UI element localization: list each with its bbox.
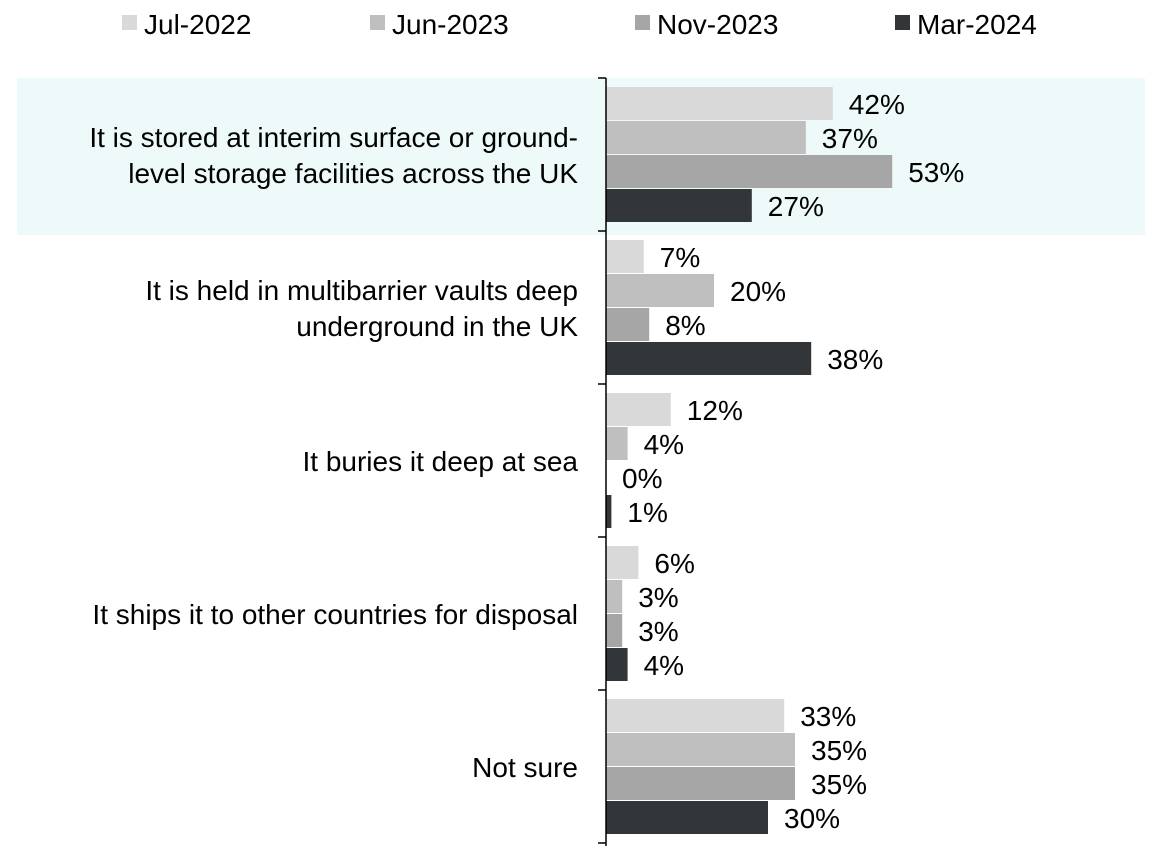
data-label: 6% (654, 548, 694, 579)
legend-label-0: Jul-2022 (144, 9, 251, 40)
category-label: It is stored at interim surface or groun… (89, 122, 578, 153)
legend-label-2: Nov-2023 (657, 9, 778, 40)
legend-swatch-2 (635, 15, 650, 30)
data-label: 12% (687, 395, 743, 426)
category-label: underground in the UK (296, 311, 578, 342)
data-label: 3% (638, 582, 678, 613)
bar (606, 121, 806, 154)
data-label: 27% (768, 191, 824, 222)
bar (606, 614, 622, 647)
category-label: level storage facilities across the UK (128, 158, 578, 189)
category-label: It buries it deep at sea (302, 446, 578, 477)
legend-label-3: Mar-2024 (917, 9, 1037, 40)
data-label: 4% (644, 650, 684, 681)
bar (606, 240, 644, 273)
bar (606, 546, 638, 579)
data-label: 3% (638, 616, 678, 647)
bar (606, 427, 628, 460)
bar (606, 189, 752, 222)
bar (606, 155, 892, 188)
bar (606, 495, 611, 528)
highlight-band (17, 78, 1145, 235)
category-label: It ships it to other countries for dispo… (92, 599, 578, 630)
bar (606, 393, 671, 426)
data-label: 38% (827, 344, 883, 375)
legend-swatch-3 (895, 15, 910, 30)
data-label: 42% (849, 89, 905, 120)
data-label: 37% (822, 123, 878, 154)
bar (606, 308, 649, 341)
category-label: It is held in multibarrier vaults deep (145, 275, 578, 306)
data-label: 35% (811, 769, 867, 800)
data-label: 8% (665, 310, 705, 341)
bar (606, 801, 768, 834)
data-label: 7% (660, 242, 700, 273)
data-label: 53% (908, 157, 964, 188)
bar (606, 699, 784, 732)
data-label: 33% (800, 701, 856, 732)
bar (606, 733, 795, 766)
category-label: Not sure (472, 752, 578, 783)
bar (606, 648, 628, 681)
bar (606, 274, 714, 307)
data-label: 1% (627, 497, 667, 528)
data-label: 4% (644, 429, 684, 460)
bar (606, 767, 795, 800)
bar (606, 342, 811, 375)
legend-swatch-1 (370, 15, 385, 30)
bar (606, 580, 622, 613)
legend-label-1: Jun-2023 (392, 9, 509, 40)
bar (606, 87, 833, 120)
data-label: 35% (811, 735, 867, 766)
legend-swatch-0 (122, 15, 137, 30)
data-label: 0% (622, 463, 662, 494)
data-label: 30% (784, 803, 840, 834)
data-label: 20% (730, 276, 786, 307)
